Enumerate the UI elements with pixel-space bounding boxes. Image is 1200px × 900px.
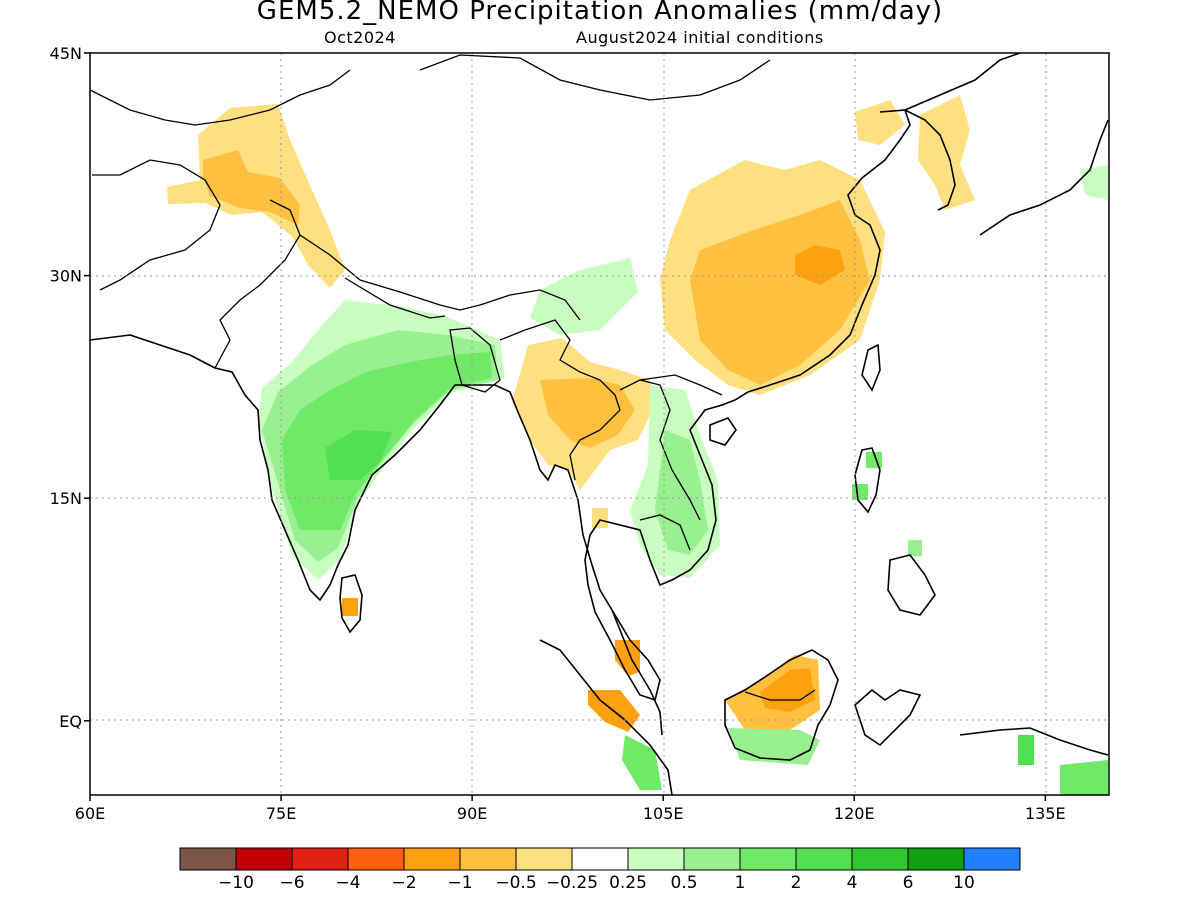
map-frame [89,52,1110,796]
lat-tick-label: 15N [50,489,82,508]
coast-indochina [589,109,911,587]
lon-tick-label: 135E [1025,804,1066,823]
colorbar-swatch [963,847,1021,871]
colorbar-label: −2 [391,873,416,893]
colorbar-label: −0.25 [546,873,598,893]
colorbar-swatch [627,847,685,871]
anomaly-dry-pakistan-core [203,150,300,225]
coast-south-asia [90,334,661,702]
lat-tick-label: EQ [59,712,82,731]
lon-tick-label: 60E [75,804,105,823]
colorbar-label: 1 [735,873,746,893]
colorbar-label: −1 [447,873,472,893]
lon-tick-label: 120E [834,804,875,823]
coast-sri-lanka [339,574,363,634]
lat-tick-label: 30N [50,267,82,286]
coast-malay [611,609,663,736]
coast-sumatra [539,639,673,795]
anomaly-wet-japan [1080,165,1108,200]
colorbar-swatch [683,847,741,871]
country-borders [90,54,816,701]
border-afghanistan [92,159,221,291]
coastlines [90,53,1109,795]
border-myanmar [499,319,621,481]
forecast-month: Oct2024 [324,28,396,47]
coast-new-guinea [959,727,1109,756]
anomaly-wet-central-india [325,430,392,480]
colorbar-swatch [851,847,909,871]
colorbar-label: −10 [218,873,254,893]
colorbar-swatch [235,847,293,871]
lon-tick-label: 75E [266,804,296,823]
colorbar: −10 −6 −4 −2 −1 −0.5 −0.25 0.25 0.5 1 2 4 6 10 [179,847,1021,893]
border-thailand-laos [619,379,701,521]
colorbar-swatch [347,847,405,871]
anomaly-wet-new-guinea [1060,760,1108,795]
colorbar-label: 0.25 [609,873,647,893]
anomaly-wet-sulawesi [908,540,922,556]
lat-tick-label: 45N [50,44,82,63]
border-borneo [744,689,816,701]
colorbar-swatch [795,847,853,871]
border-himalaya [299,234,581,321]
colorbar-label: 2 [791,873,802,893]
map-title: GEM5.2_NEMO Precipitation Anomalies (mm/… [256,0,944,26]
coast-japan [979,119,1109,236]
colorbar-swatch [291,847,349,871]
border-cambodia [639,514,691,551]
colorbar-swatch [179,847,237,871]
colorbar-swatch [739,847,797,871]
anomaly-dry-china-core [690,200,870,385]
colorbar-label: 6 [903,873,914,893]
colorbar-label: −0.5 [495,873,536,893]
border-china-vietnam [639,374,723,396]
coast-mindanao [887,554,936,616]
axis-ticks: 45N 30N 15N EQ 60E 75E 90E 105E 120E 135E [50,44,1066,823]
anomaly-wet-sumatra-south [622,735,662,790]
anomaly-wet-tibet [530,258,638,335]
colorbar-swatch [515,847,573,871]
gridlines [90,53,1109,795]
initial-conditions: August2024 initial conditions [576,28,824,47]
border-india-pakistan [214,199,301,369]
colorbar-swatch [403,847,461,871]
anomaly-dry-china-max [795,245,845,285]
colorbar-swatch [571,847,629,871]
colorbar-label: 10 [953,873,975,893]
anomaly-dry-malaya [615,640,640,676]
border-bangladesh [449,327,501,393]
anomaly-dry-bohai [855,100,905,145]
anomaly-dry-myanmar-core [540,378,635,448]
colorbar-swatch [459,847,517,871]
border-mongolia [419,54,771,101]
colorbar-label: 0.5 [670,873,697,893]
colorbar-label: 4 [847,873,858,893]
coast-sulawesi [854,688,922,747]
anomaly-dry-borneo-core [760,668,815,712]
border-nepal [344,277,446,319]
lon-tick-label: 90E [457,804,487,823]
anomaly-wet-maluku [1018,735,1034,765]
lon-tick-label: 105E [643,804,684,823]
colorbar-label: −4 [335,873,360,893]
coast-hainan [709,417,737,446]
anomaly-dry-sri-lanka [342,598,358,616]
coast-north [904,53,1021,111]
colorbar-swatch [907,847,965,871]
colorbar-label: −6 [279,873,304,893]
border-central-asia [90,69,351,126]
coast-korea [904,109,956,211]
coast-taiwan [861,343,881,392]
coast-borneo [724,649,839,761]
anomaly-dry-thailand-gulf [592,508,608,528]
